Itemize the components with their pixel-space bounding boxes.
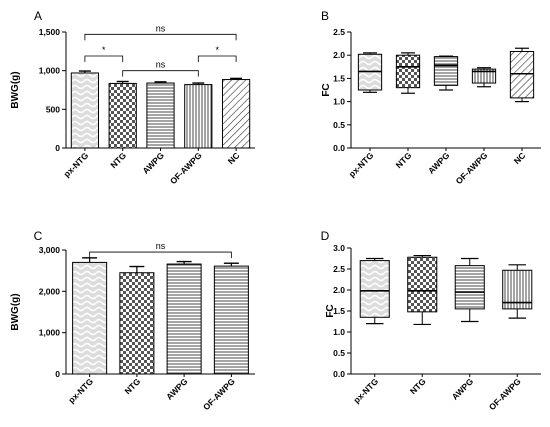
panel-a: A 0 500 1,000 1,500 BWG(g) px-NTG NTG AWPG OF-AWP… <box>10 9 255 186</box>
panel-letter: B <box>321 9 329 23</box>
x-tick-label: NC <box>226 150 242 166</box>
bar <box>119 272 155 375</box>
x-tick-label: NTG <box>108 150 128 170</box>
bar <box>146 82 175 149</box>
x-tick-label: px-NTG <box>351 376 380 405</box>
panel-letter: C <box>34 229 43 243</box>
panel-d: D 0.0 0.5 1.0 1.5 2.0 2.5 3.0 FC px-NTG NTG AWPG OF-… <box>321 229 541 412</box>
y-tick-label: 0.0 <box>333 143 345 153</box>
y-tick-label: 0 <box>55 369 60 379</box>
y-tick-label: 1.0 <box>333 327 345 337</box>
panel-letter: A <box>34 9 42 23</box>
y-tick-label: 2.0 <box>333 285 345 295</box>
significance-bracket <box>197 55 237 62</box>
y-tick-label: 1.5 <box>333 73 345 83</box>
x-tick-label: px-NTG <box>66 376 95 405</box>
box <box>471 68 497 84</box>
y-tick-label: 1,000 <box>39 66 61 76</box>
significance-label: * <box>215 45 219 55</box>
y-tick-label: 2.5 <box>333 264 345 274</box>
x-tick-label: AWPG <box>426 150 452 176</box>
x-tick-label: NTG <box>394 150 414 170</box>
y-axis-title: FC <box>325 304 336 317</box>
significance-label: ns <box>156 241 166 251</box>
y-tick-label: 1.5 <box>333 306 345 316</box>
x-tick-label: AWPG <box>164 376 190 402</box>
panel-letter: D <box>321 229 330 243</box>
x-tick-label: NC <box>512 150 528 166</box>
significance-bracket <box>84 55 124 62</box>
significance-bracket <box>89 251 232 259</box>
x-tick-label: OF-AWPG <box>454 150 490 186</box>
x-tick-label: NTG <box>408 376 428 396</box>
y-tick-label: 3,000 <box>39 245 61 255</box>
y-tick-label: 1,500 <box>39 27 61 37</box>
bar <box>166 263 202 375</box>
y-tick-label: 3.0 <box>333 243 345 253</box>
box <box>509 50 535 99</box>
bar <box>184 84 213 149</box>
y-tick-label: 2.5 <box>333 27 345 37</box>
y-axis-title: BWG(g) <box>10 293 21 330</box>
y-tick-label: 2.0 <box>333 50 345 60</box>
y-tick-label: 2,000 <box>39 286 61 296</box>
box <box>359 260 390 318</box>
bar <box>70 72 100 149</box>
x-tick-label: OF-AWPG <box>487 376 523 412</box>
x-tick-label: NTG <box>123 376 143 396</box>
box <box>433 56 459 86</box>
significance-label: ns <box>156 60 166 70</box>
y-tick-label: 500 <box>46 104 60 114</box>
bar <box>221 79 251 149</box>
significance-label: ns <box>156 23 166 33</box>
y-tick-label: 1.0 <box>333 97 345 107</box>
y-tick-label: 1,000 <box>39 328 61 338</box>
box <box>407 256 438 313</box>
bar <box>213 265 249 375</box>
y-tick-label: 0 <box>55 143 60 153</box>
y-axis-title: FC <box>321 83 332 96</box>
panel-c: C 0 1,000 2,000 3,000 BWG(g) px-NTG NTG AWPG OF-A… <box>10 229 255 412</box>
x-tick-label: OF-AWPG <box>168 150 204 186</box>
bar <box>72 261 108 375</box>
y-tick-label: 0.5 <box>333 120 345 130</box>
box <box>454 265 485 310</box>
x-tick-label: px-NTG <box>347 150 376 179</box>
y-axis-title: BWG(g) <box>10 71 21 108</box>
x-tick-label: px-NTG <box>62 150 91 179</box>
box <box>395 54 421 89</box>
bar <box>108 82 137 149</box>
panel-b: B 0.0 0.5 1.0 1.5 2.0 2.5 FC px-NTG NTG AWPG OF-AWP… <box>321 9 541 186</box>
significance-bracket <box>122 70 199 77</box>
x-tick-label: AWPG <box>450 376 476 402</box>
significance-bracket <box>84 33 237 41</box>
x-tick-label: AWPG <box>140 150 166 176</box>
y-tick-label: 0.5 <box>333 348 345 358</box>
significance-label: * <box>102 45 106 55</box>
x-tick-label: OF-AWPG <box>201 376 237 412</box>
y-tick-label: 0.0 <box>333 369 345 379</box>
